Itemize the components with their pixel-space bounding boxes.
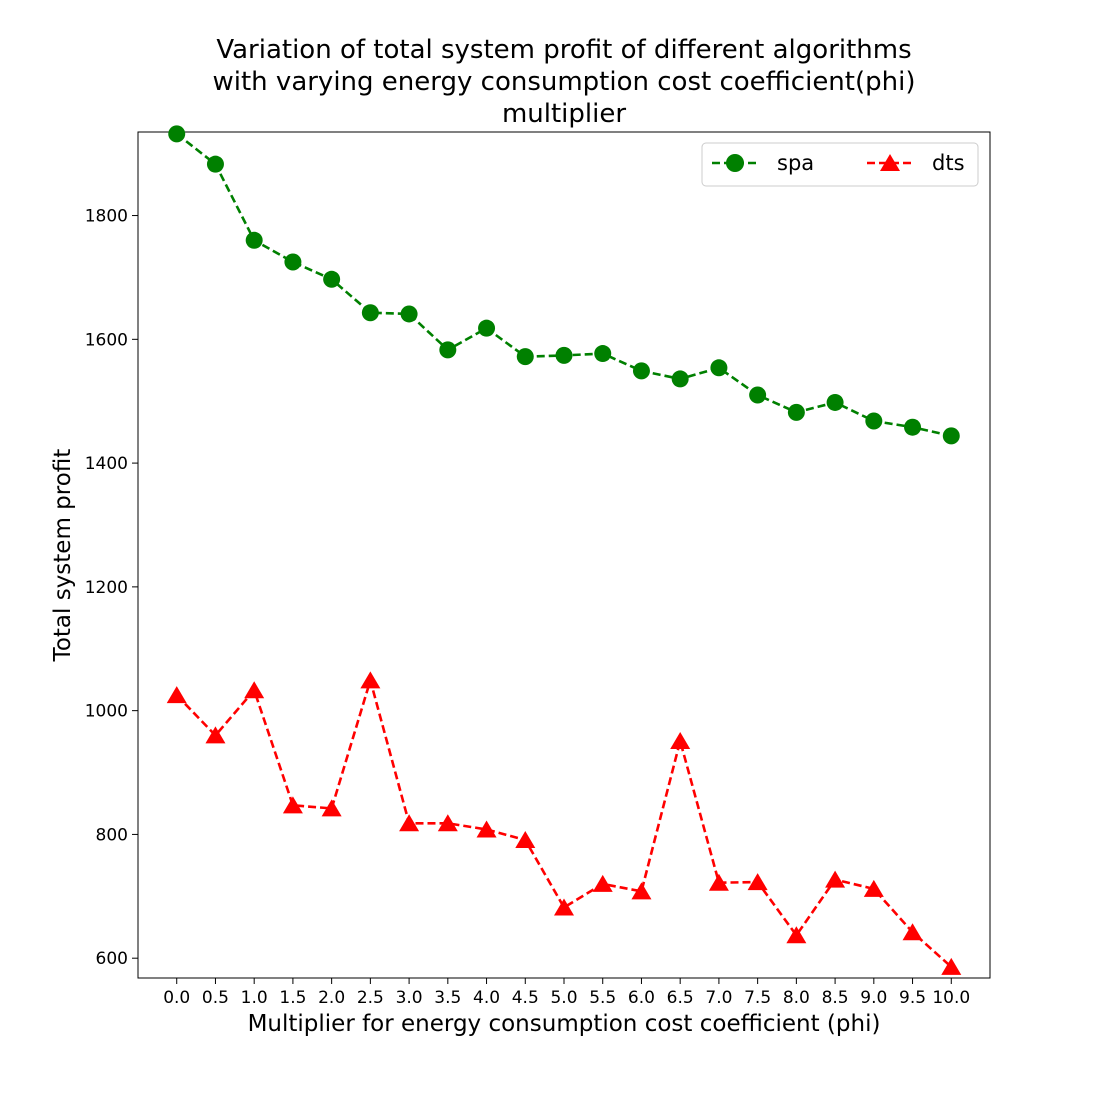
data-point-dts (166, 686, 187, 704)
y-axis-label: Total system profit (50, 449, 76, 663)
data-point-dts (941, 957, 962, 975)
data-point-dts (708, 873, 729, 891)
data-point-dts (244, 681, 265, 699)
data-point-dts (399, 814, 420, 832)
x-tick-label: 2.5 (357, 988, 384, 1008)
x-tick-label: 9.5 (899, 988, 926, 1008)
y-axis-ticks: 600 800 1000 1200 1400 1600 1800 (85, 207, 138, 969)
legend-label-spa: spa (777, 151, 814, 175)
data-point-spa (710, 359, 728, 377)
data-point-dts (205, 726, 226, 744)
data-point-dts (786, 926, 807, 944)
y-tick-label: 1800 (85, 207, 128, 227)
data-point-dts (515, 830, 536, 848)
plot-area-frame (137, 131, 991, 979)
data-point-spa (555, 346, 573, 364)
y-tick-label: 1600 (85, 330, 128, 350)
data-point-dts (360, 671, 381, 689)
data-point-dts (282, 796, 303, 814)
data-point-dts (592, 874, 613, 892)
x-axis-ticks: 0.0 0.5 1.0 1.5 2.0 2.5 3.0 3.5 4.0 4.5 5.0 5.5 6.0 6… (163, 978, 970, 1008)
legend-marker-dts (880, 154, 900, 171)
data-point-dts (863, 879, 884, 897)
legend-label-dts: dts (932, 151, 965, 175)
x-tick-label: 7.5 (744, 988, 771, 1008)
data-point-dts (902, 923, 923, 941)
data-point-spa (323, 270, 341, 288)
legend-frame (701, 142, 979, 187)
data-point-spa (284, 253, 302, 271)
y-tick-label: 1200 (85, 578, 128, 598)
x-tick-label: 3.0 (396, 988, 423, 1008)
x-tick-label: 8.5 (822, 988, 849, 1008)
series-dts (166, 671, 962, 975)
y-tick-label: 800 (96, 825, 128, 845)
data-point-spa (478, 319, 496, 337)
x-tick-label: 0.0 (163, 988, 190, 1008)
y-tick-label: 1400 (85, 454, 128, 474)
x-tick-label: 7.0 (705, 988, 732, 1008)
data-point-spa (865, 412, 883, 430)
data-point-spa (400, 305, 418, 323)
x-tick-label: 6.0 (628, 988, 655, 1008)
data-point-dts (631, 882, 652, 900)
x-tick-label: 4.5 (512, 988, 539, 1008)
data-point-spa (749, 386, 767, 404)
x-tick-label: 5.5 (589, 988, 616, 1008)
chart-title-line-2: with varying energy consumption cost coe… (213, 67, 916, 97)
chart-title-line-1: Variation of total system profit of diff… (216, 35, 911, 65)
data-point-spa (594, 345, 612, 363)
data-point-dts (825, 870, 846, 888)
data-point-spa (787, 403, 805, 421)
y-tick-label: 600 (96, 949, 128, 969)
x-tick-label: 9.0 (860, 988, 887, 1008)
data-point-spa (439, 341, 457, 359)
x-tick-label: 5.0 (550, 988, 577, 1008)
chart-title-line-3: multiplier (502, 99, 626, 129)
data-point-spa (942, 427, 960, 445)
data-point-spa (516, 348, 534, 366)
x-axis-label: Multiplier for energy consumption cost c… (248, 1011, 881, 1037)
y-tick-label: 1000 (85, 702, 128, 722)
legend: spa dts (701, 142, 979, 187)
data-point-dts (437, 814, 458, 832)
data-point-dts (321, 799, 342, 817)
data-point-dts (554, 898, 574, 916)
x-tick-label: 3.5 (434, 988, 461, 1008)
x-tick-label: 4.0 (473, 988, 500, 1008)
x-tick-label: 0.5 (202, 988, 229, 1008)
data-point-dts (670, 731, 691, 749)
x-tick-label: 2.0 (318, 988, 345, 1008)
series-spa (168, 125, 960, 445)
x-tick-label: 8.0 (783, 988, 810, 1008)
data-point-spa (632, 362, 650, 380)
data-point-dts (476, 820, 497, 838)
data-point-dts (747, 873, 768, 891)
data-point-spa (245, 231, 263, 249)
x-tick-label: 1.0 (241, 988, 268, 1008)
x-tick-label: 1.5 (279, 988, 306, 1008)
data-point-spa (671, 370, 689, 388)
x-tick-label: 6.5 (667, 988, 694, 1008)
data-point-spa (826, 393, 844, 411)
x-tick-label: 10.0 (932, 988, 970, 1008)
chart-title: Variation of total system profit of diff… (213, 35, 916, 129)
series-line-dts (175, 679, 953, 968)
data-point-spa (361, 304, 379, 322)
data-point-spa (904, 418, 922, 436)
data-point-spa (206, 155, 224, 173)
data-point-spa (168, 125, 186, 143)
legend-marker-spa (726, 154, 744, 172)
series-layer (166, 125, 962, 975)
